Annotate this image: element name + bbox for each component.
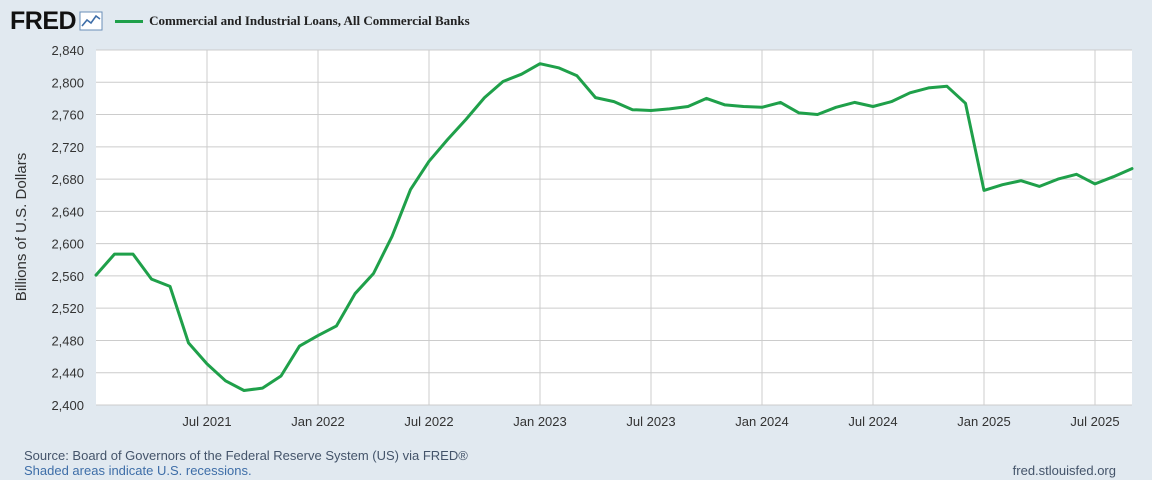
series-line[interactable] bbox=[94, 62, 1134, 392]
legend: Commercial and Industrial Loans, All Com… bbox=[115, 13, 470, 29]
x-tick-label: Jan 2023 bbox=[513, 414, 567, 429]
gridlines bbox=[96, 49, 1132, 406]
y-tick-label: 2,800 bbox=[51, 75, 84, 90]
y-tick-label: 2,840 bbox=[51, 43, 84, 58]
x-tick-label: Jul 2025 bbox=[1070, 414, 1119, 429]
recession-note[interactable]: Shaded areas indicate U.S. recessions. bbox=[24, 463, 252, 478]
fred-url[interactable]: fred.stlouisfed.org bbox=[1012, 463, 1116, 478]
y-tick-label: 2,400 bbox=[51, 398, 84, 413]
y-axis: 2,400 2,440 2,480 2,520 2,560 2,600 2,640 2,680… bbox=[51, 43, 84, 413]
x-tick-label: Jul 2024 bbox=[848, 414, 897, 429]
fred-logo-graph-icon bbox=[79, 11, 103, 31]
y-tick-label: 2,600 bbox=[51, 237, 84, 252]
x-tick-label: Jul 2021 bbox=[182, 414, 231, 429]
y-tick-label: 2,560 bbox=[51, 269, 84, 284]
legend-label[interactable]: Commercial and Industrial Loans, All Com… bbox=[149, 13, 470, 28]
x-axis: Jul 2021 Jan 2022 Jul 2022 Jan 2023 Jul 2023… bbox=[182, 414, 1119, 429]
y-axis-label: Billions of U.S. Dollars bbox=[13, 153, 30, 301]
x-tick-label: Jan 2022 bbox=[291, 414, 345, 429]
fred-logo[interactable]: FRED bbox=[10, 6, 77, 35]
chart-header: FRED Commercial and Industrial Loans, Al… bbox=[10, 4, 470, 38]
y-tick-label: 2,640 bbox=[51, 204, 84, 219]
source-note: Source: Board of Governors of the Federa… bbox=[24, 448, 468, 463]
y-tick-label: 2,720 bbox=[51, 140, 84, 155]
legend-swatch bbox=[115, 19, 144, 23]
y-tick-label: 2,480 bbox=[51, 333, 84, 348]
y-tick-label: 2,520 bbox=[51, 301, 84, 316]
chart: 2,400 2,440 2,480 2,520 2,560 2,600 2,640 2,680… bbox=[13, 43, 1134, 429]
x-tick-label: Jan 2024 bbox=[735, 414, 789, 429]
x-tick-label: Jul 2023 bbox=[626, 414, 675, 429]
y-tick-label: 2,760 bbox=[51, 108, 84, 123]
x-tick-label: Jan 2025 bbox=[957, 414, 1011, 429]
y-tick-label: 2,440 bbox=[51, 366, 84, 381]
y-tick-label: 2,680 bbox=[51, 172, 84, 187]
plot-area bbox=[96, 50, 1132, 405]
x-tick-label: Jul 2022 bbox=[404, 414, 453, 429]
